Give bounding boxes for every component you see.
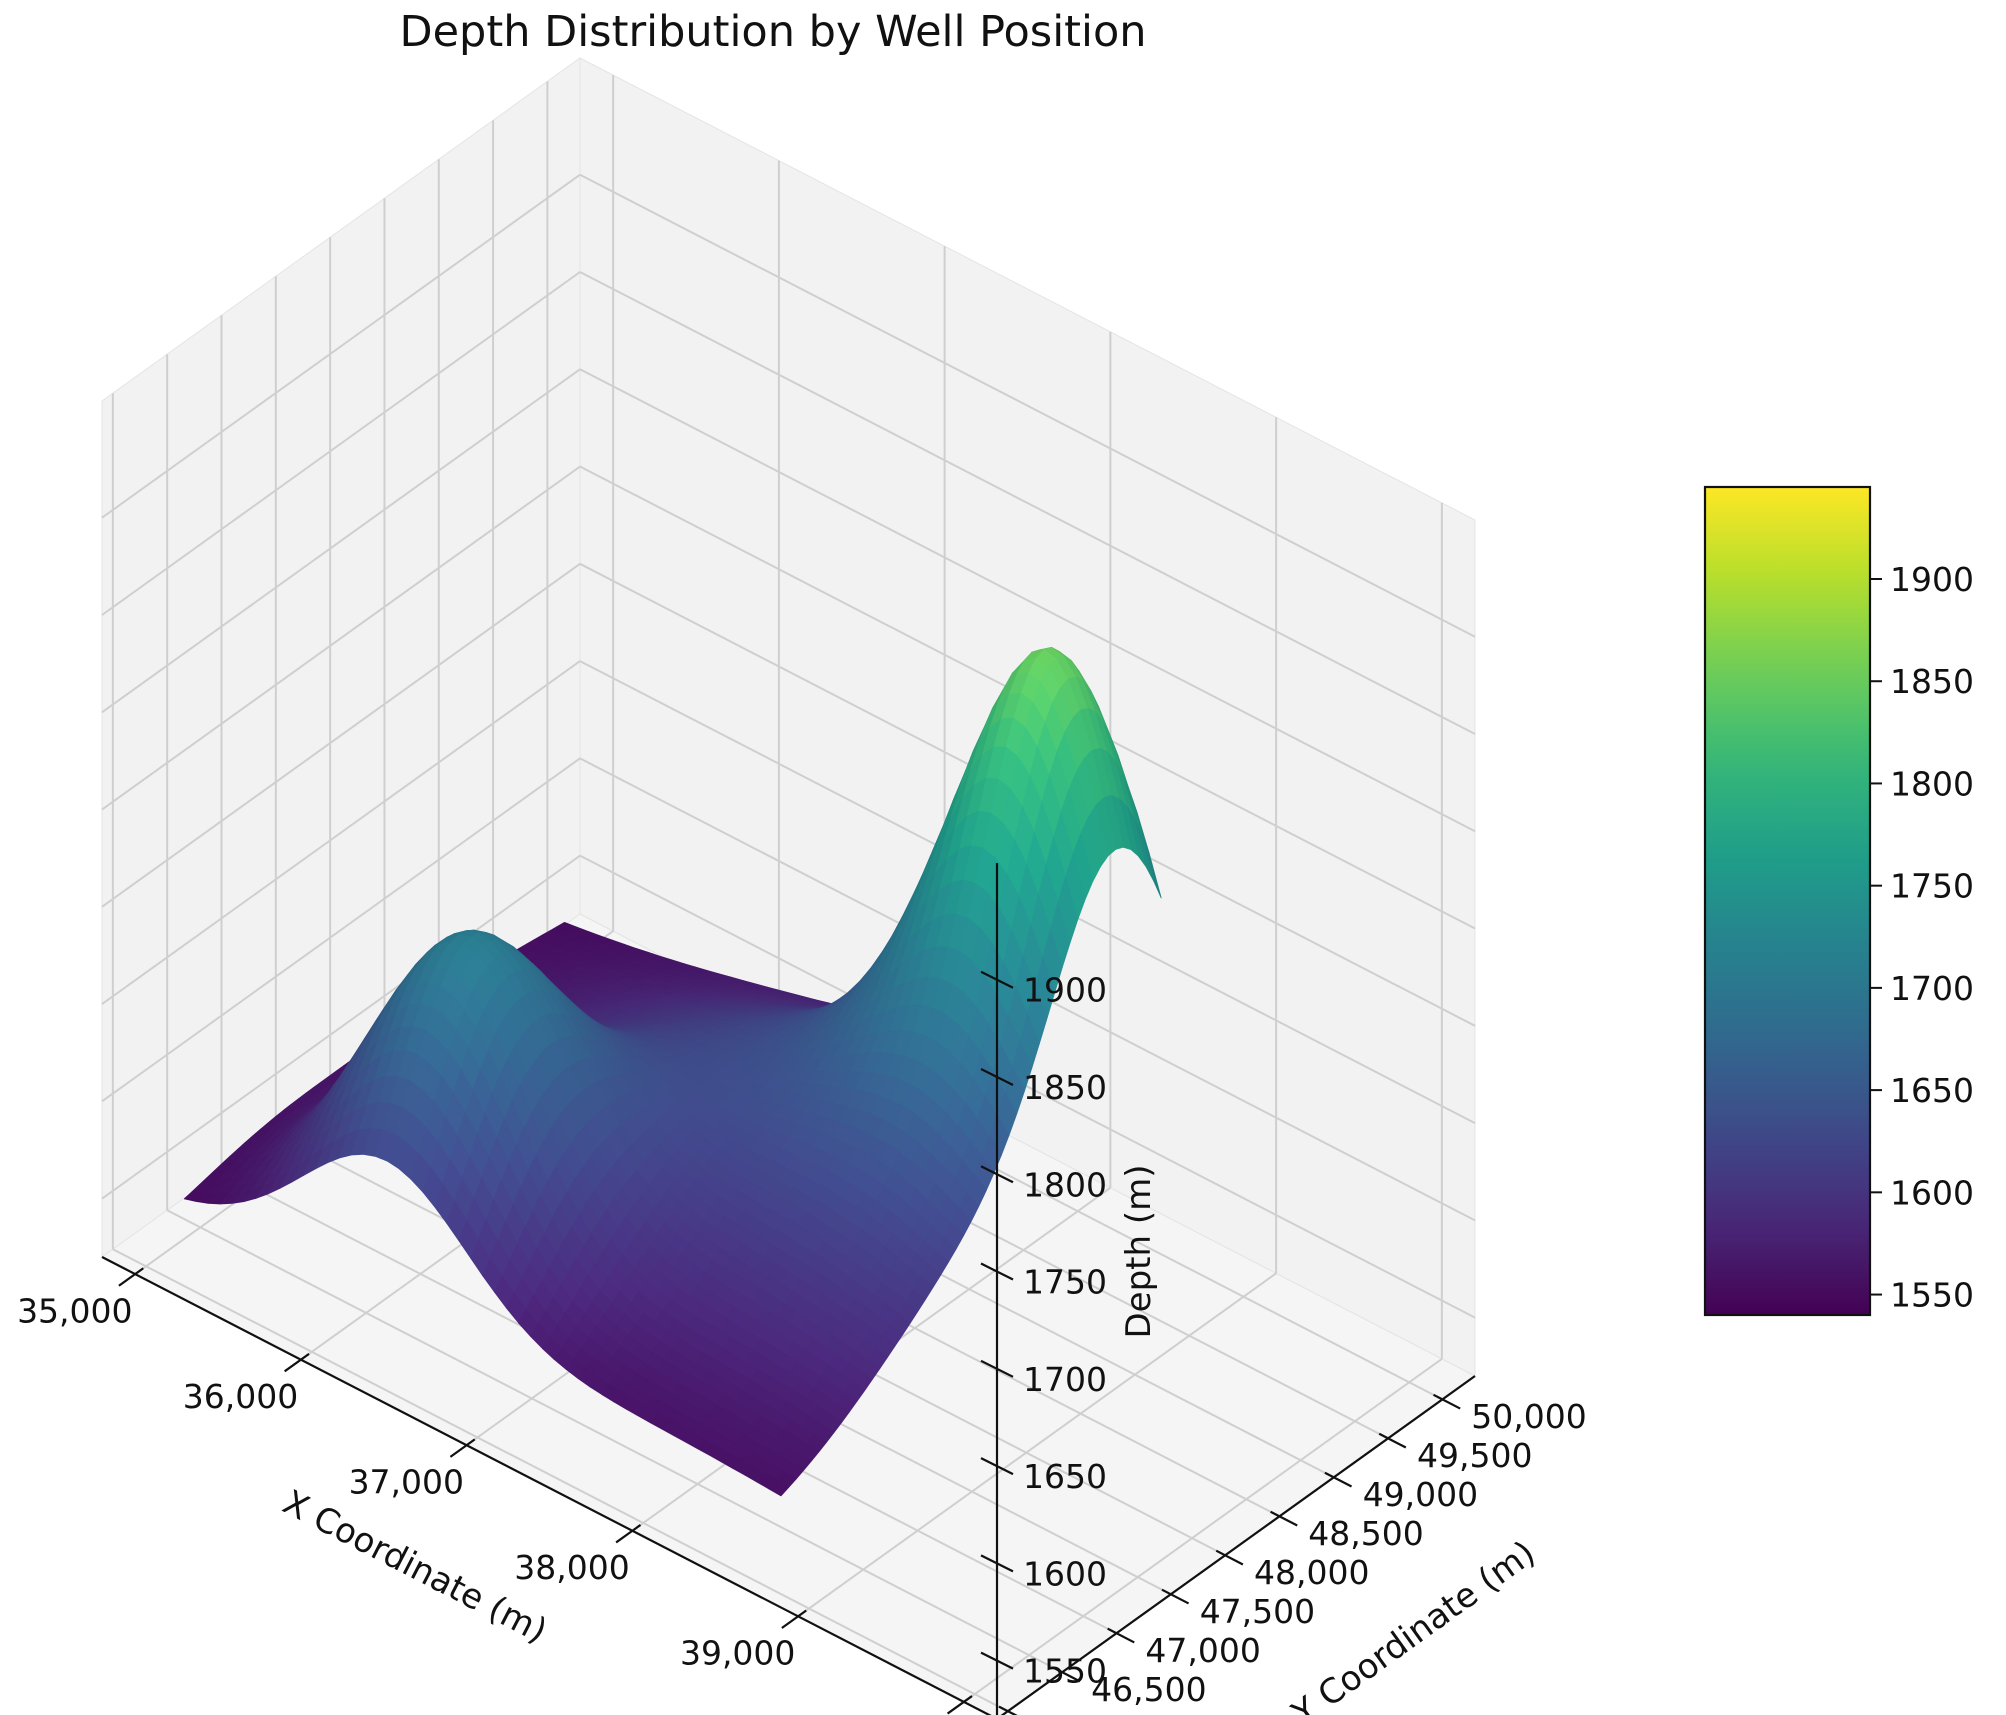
gridline-z-left [101, 368, 581, 714]
gridline-z-left [101, 563, 581, 908]
x-axis-line [101, 1256, 992, 1715]
x-tick [946, 1695, 973, 1715]
gridline-z-left [101, 757, 581, 1103]
y-tick-label: 48,500 [1308, 1514, 1423, 1553]
gridline-z-left [101, 660, 581, 1005]
colorbar-tick-label: 1550 [1890, 1276, 1974, 1315]
y-tick [1161, 1588, 1190, 1605]
x-tick-label: 35,000 [17, 1291, 132, 1330]
y-tick [1324, 1471, 1353, 1488]
gridline-z-left [101, 173, 581, 519]
gridline-z-back [579, 368, 1476, 833]
y-tick-label: 47,500 [1200, 1592, 1315, 1631]
z-axis-label: Depth (m) [1119, 1164, 1159, 1338]
y-tick [1270, 1510, 1298, 1527]
y-tick-label: 50,000 [1471, 1397, 1586, 1436]
depth-surface [183, 647, 1162, 1497]
y-tick [1378, 1432, 1407, 1449]
colorbar-tick-label: 1900 [1890, 560, 1974, 599]
x-axis-label: X Coordinate (m) [276, 1482, 553, 1651]
y-tick [1107, 1627, 1135, 1644]
z-tick [980, 1165, 1014, 1184]
gridline-y-floor [112, 1248, 1009, 1713]
chart-title: Depth Distribution by Well Position [399, 7, 1146, 57]
x-tick [449, 1438, 476, 1458]
x-tick [283, 1352, 310, 1373]
z-tick [980, 1359, 1014, 1378]
surface-patch [768, 1480, 789, 1497]
y-tick-label: 47,000 [1145, 1631, 1260, 1670]
z-tick-label: 1650 [1023, 1457, 1107, 1496]
x-tick [118, 1267, 144, 1287]
z-tick [980, 970, 1014, 989]
z-tick [980, 1262, 1014, 1281]
z-tick-label: 1700 [1023, 1360, 1107, 1399]
z-tick-label: 1800 [1023, 1165, 1107, 1204]
y-axis-line [1000, 1375, 1476, 1715]
y-tick [998, 1705, 1018, 1715]
z-tick [980, 1651, 1014, 1670]
z-tick-label: 1600 [1023, 1554, 1107, 1593]
gridline-y-floor [166, 1209, 1063, 1674]
z-tick-label: 1850 [1023, 1068, 1107, 1107]
z-tick-label: 1550 [1023, 1652, 1107, 1691]
y-tick-label: 49,500 [1417, 1436, 1532, 1475]
gridline-z-back [579, 854, 1476, 1319]
gridline-z-left [101, 854, 581, 1200]
z-tick [980, 1068, 1014, 1086]
gridline-z-left [101, 271, 581, 616]
z-tick [980, 1457, 1014, 1476]
colorbar-tick-label: 1750 [1890, 867, 1974, 906]
x-tick-label: 36,000 [183, 1377, 298, 1416]
gridline-z-back [579, 173, 1476, 638]
x-tick-label: 37,000 [349, 1462, 464, 1501]
z-tick-label: 1900 [1023, 971, 1107, 1010]
colorbar-tick-label: 1700 [1890, 969, 1974, 1008]
y-tick-label: 48,000 [1254, 1553, 1369, 1592]
y-tick-label: 46,000 [1037, 1709, 1152, 1715]
x-tick [781, 1609, 807, 1629]
gridline-x-floor [963, 1358, 1443, 1703]
colorbar-tick-label: 1600 [1890, 1173, 1974, 1212]
colorbar-tick-label: 1800 [1890, 764, 1974, 803]
y-tick [1052, 1666, 1081, 1683]
z-tick-label: 1750 [1023, 1263, 1107, 1302]
axes: 35,00036,00037,00038,00039,00040,00046,0… [17, 863, 1587, 1715]
x-tick [615, 1524, 642, 1544]
colorbar-tick-label: 1650 [1890, 1071, 1974, 1110]
y-tick-label: 49,000 [1363, 1475, 1478, 1514]
gridline-z-left [101, 465, 581, 811]
gridline-x-floor [797, 1272, 1277, 1618]
y-tick [1433, 1393, 1461, 1410]
gridline-z-back [579, 271, 1476, 735]
x-tick-label: 39,000 [680, 1634, 795, 1673]
y-tick [1215, 1549, 1244, 1566]
colorbar-tick-label: 1850 [1890, 662, 1974, 701]
y-tick-label: 46,500 [1091, 1670, 1206, 1709]
z-tick [980, 1554, 1014, 1573]
x-tick-label: 38,000 [514, 1548, 629, 1587]
colorbar-gradient [1703, 485, 1872, 1317]
colorbar: 1550 1600 1650 1700 1750 1800 1850 1900 [1703, 485, 1974, 1317]
